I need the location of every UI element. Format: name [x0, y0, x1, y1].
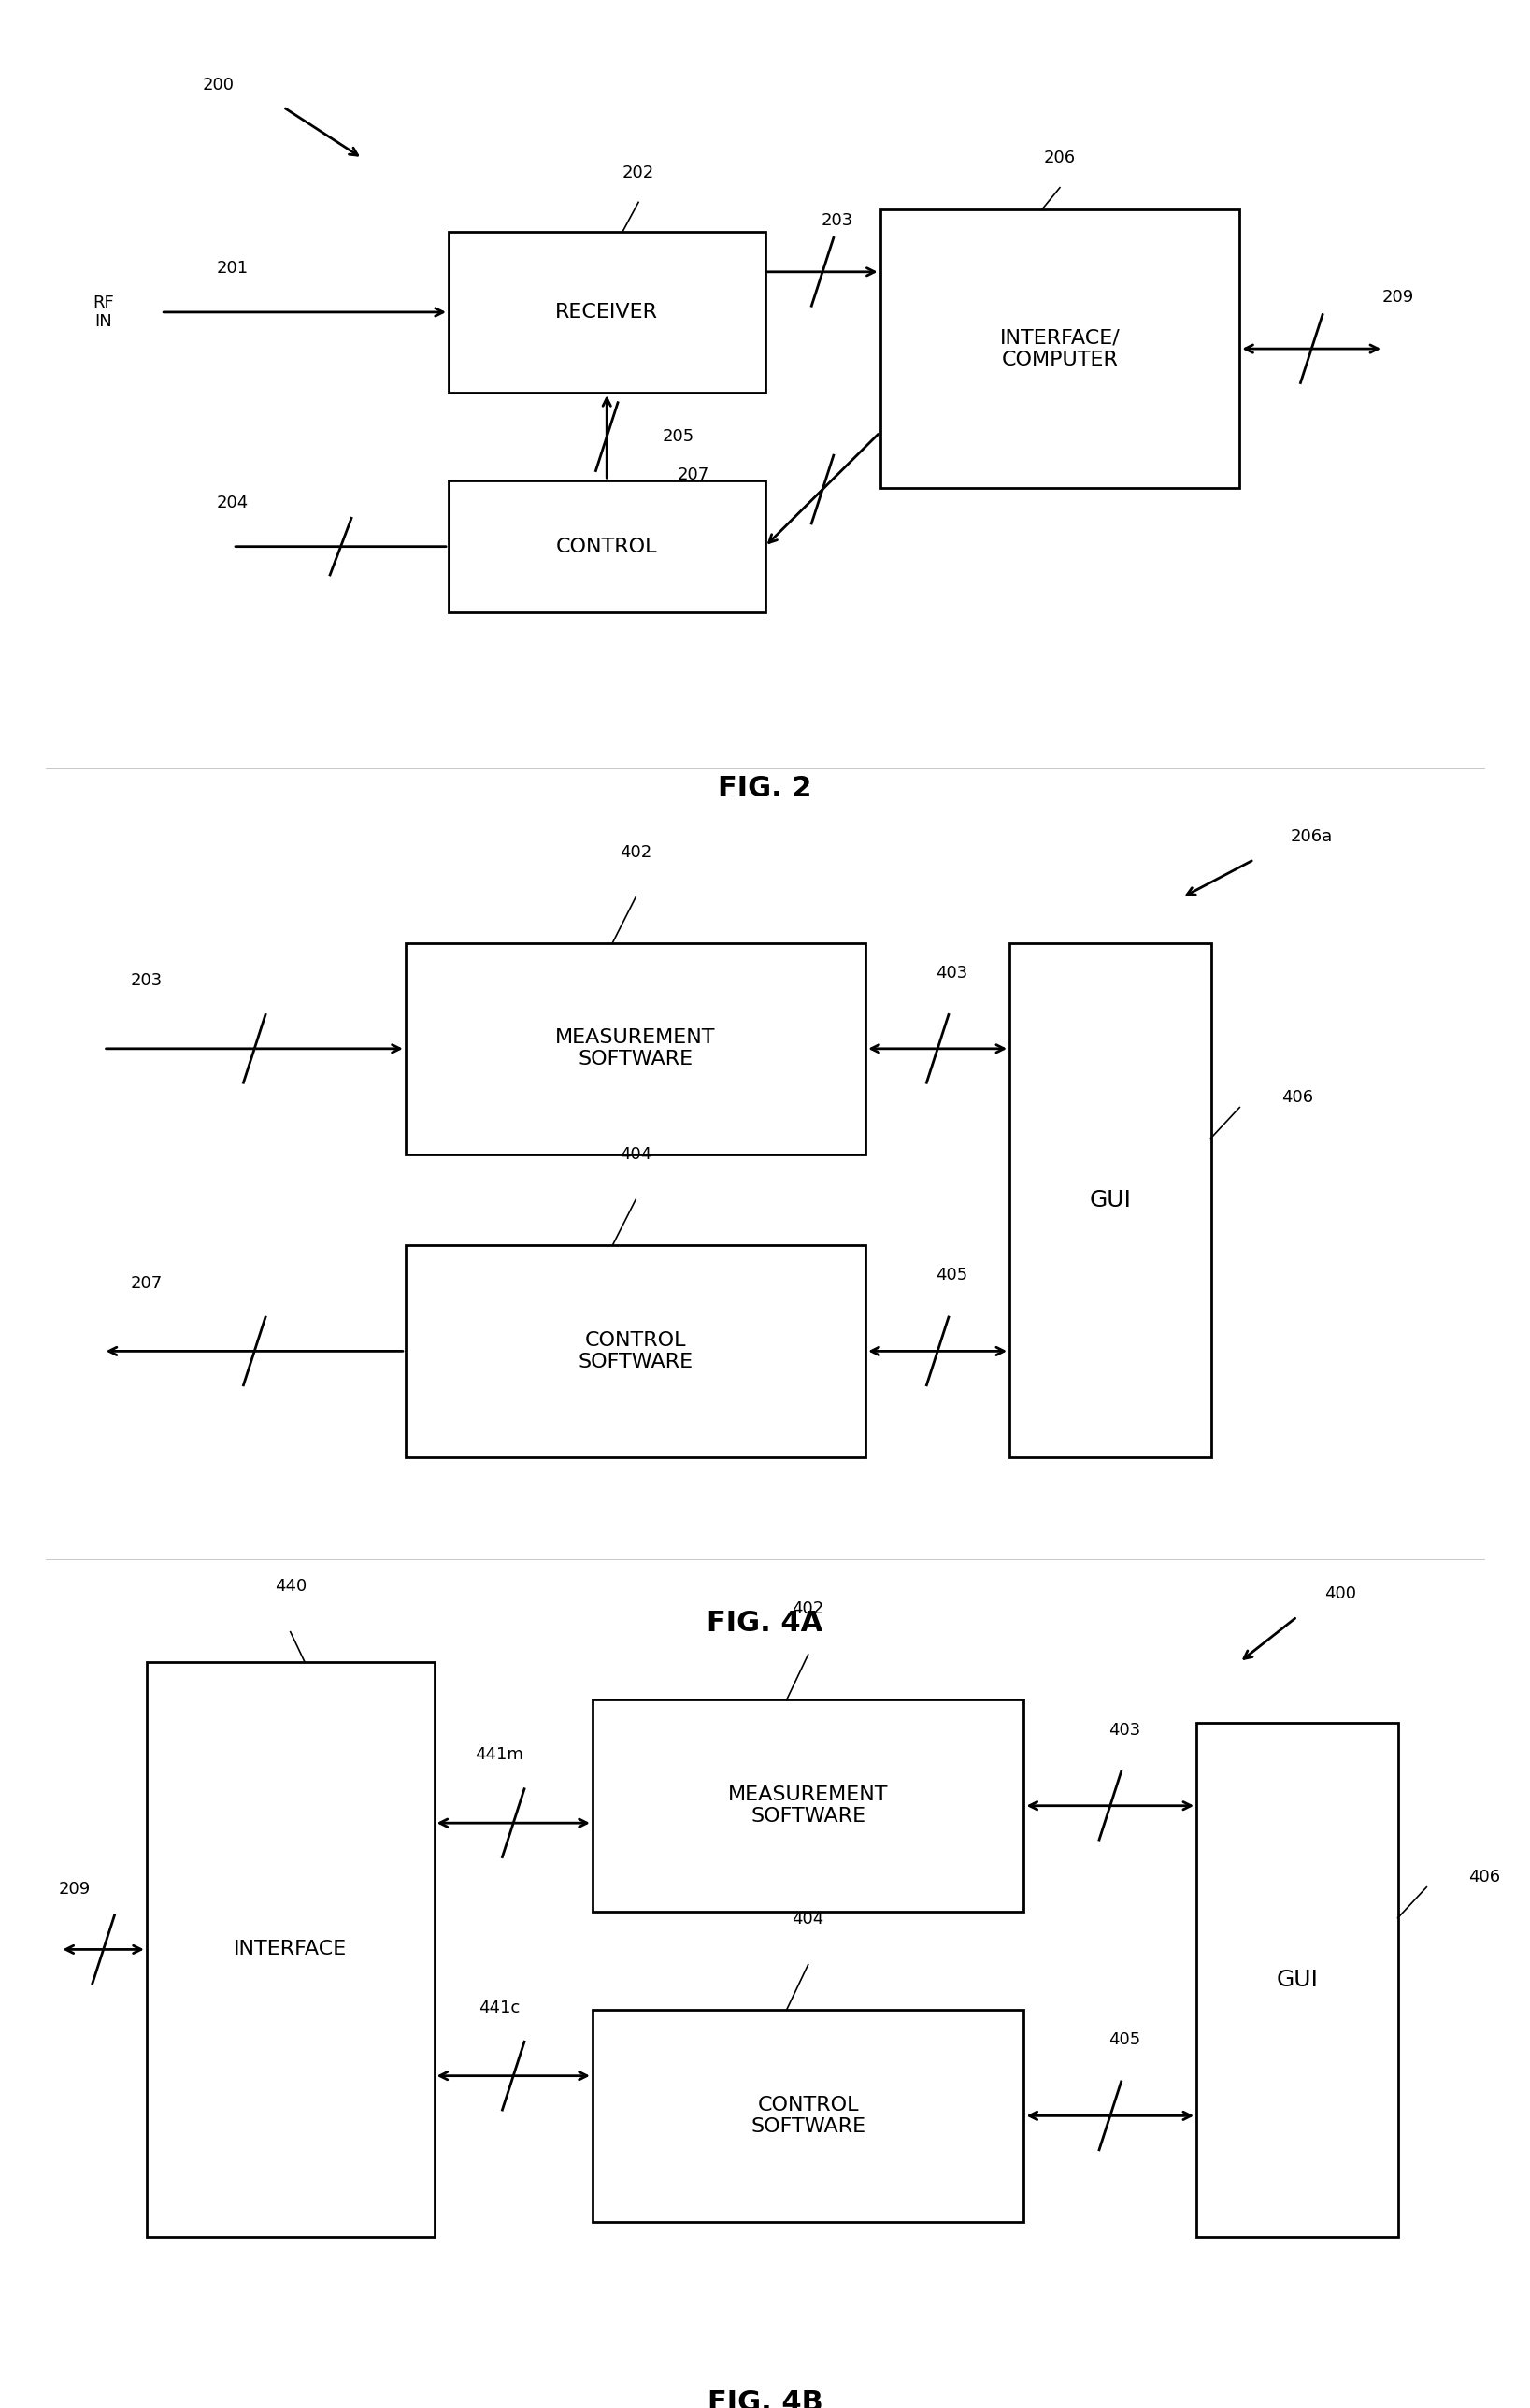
Text: CONTROL: CONTROL	[555, 537, 658, 556]
FancyBboxPatch shape	[592, 2011, 1024, 2223]
Text: 405: 405	[1109, 2032, 1140, 2049]
Text: 207: 207	[678, 467, 708, 484]
Text: 441c: 441c	[479, 1999, 520, 2015]
Text: INTERFACE: INTERFACE	[234, 1941, 347, 1958]
Text: 209: 209	[58, 1881, 90, 1898]
Text: 202: 202	[623, 164, 655, 181]
FancyBboxPatch shape	[448, 482, 765, 612]
Text: 403: 403	[1109, 1722, 1140, 1739]
Text: RECEIVER: RECEIVER	[555, 303, 658, 323]
Text: 200: 200	[202, 77, 234, 94]
Text: 400: 400	[1325, 1584, 1356, 1601]
FancyBboxPatch shape	[147, 1662, 435, 2237]
FancyBboxPatch shape	[1010, 944, 1210, 1457]
Text: RF
IN: RF IN	[93, 294, 115, 330]
Text: 440: 440	[274, 1577, 306, 1594]
Text: 203: 203	[822, 212, 852, 229]
Text: 206a: 206a	[1290, 828, 1333, 845]
Text: 201: 201	[217, 260, 249, 277]
Text: 404: 404	[793, 1912, 825, 1926]
Text: 205: 205	[662, 429, 695, 445]
Text: 204: 204	[217, 494, 249, 510]
Text: GUI: GUI	[1276, 1967, 1319, 1991]
Text: 406: 406	[1469, 1869, 1499, 1885]
Text: 209: 209	[1382, 289, 1414, 306]
Text: 203: 203	[130, 973, 162, 990]
Text: MEASUREMENT
SOFTWARE: MEASUREMENT SOFTWARE	[555, 1028, 716, 1069]
Text: 402: 402	[620, 843, 652, 860]
Text: FIG. 4A: FIG. 4A	[707, 1611, 823, 1637]
Text: 441m: 441m	[474, 1746, 523, 1763]
Text: MEASUREMENT
SOFTWARE: MEASUREMENT SOFTWARE	[728, 1787, 889, 1825]
Text: CONTROL
SOFTWARE: CONTROL SOFTWARE	[751, 2095, 866, 2136]
Text: 402: 402	[793, 1601, 825, 1618]
FancyBboxPatch shape	[592, 1700, 1024, 1912]
Text: 207: 207	[130, 1274, 162, 1291]
Text: INTERFACE/
COMPUTER: INTERFACE/ COMPUTER	[999, 327, 1120, 368]
Text: GUI: GUI	[1089, 1190, 1131, 1211]
Text: 403: 403	[936, 966, 968, 982]
Text: 406: 406	[1281, 1088, 1313, 1105]
Text: FIG. 2: FIG. 2	[718, 775, 812, 802]
FancyBboxPatch shape	[1196, 1722, 1398, 2237]
FancyBboxPatch shape	[880, 209, 1239, 489]
FancyBboxPatch shape	[405, 944, 866, 1153]
Text: 404: 404	[620, 1146, 652, 1163]
Text: CONTROL
SOFTWARE: CONTROL SOFTWARE	[578, 1332, 693, 1370]
Text: 206: 206	[1043, 149, 1076, 166]
Text: FIG. 4B: FIG. 4B	[707, 2389, 823, 2408]
FancyBboxPatch shape	[405, 1245, 866, 1457]
Text: 405: 405	[936, 1267, 968, 1283]
FancyBboxPatch shape	[448, 231, 765, 393]
